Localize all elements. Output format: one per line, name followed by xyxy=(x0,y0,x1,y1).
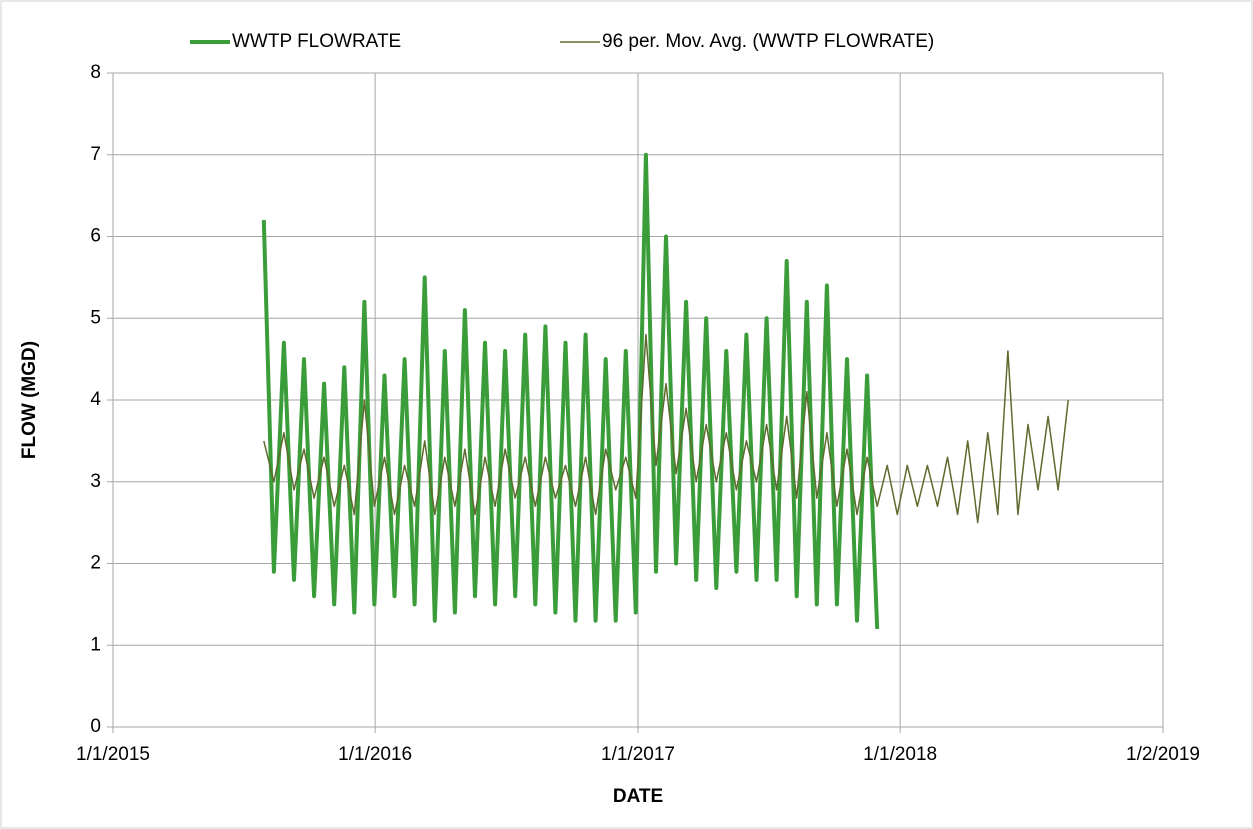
series-line xyxy=(261,152,880,629)
y-tick-label: 2 xyxy=(90,553,101,574)
y-tick-label: 0 xyxy=(90,716,101,737)
x-tick-label: 1/2/2019 xyxy=(1126,744,1200,765)
legend-label: WWTP FLOWRATE xyxy=(232,31,401,52)
y-tick-label: 5 xyxy=(90,307,101,328)
series-line xyxy=(263,333,1069,524)
y-tick-label: 3 xyxy=(90,471,101,492)
x-tick-label: 1/1/2017 xyxy=(601,744,675,765)
y-tick-label: 6 xyxy=(90,226,101,247)
x-axis-title: DATE xyxy=(613,786,663,807)
y-tick-label: 8 xyxy=(90,62,101,83)
legend-label: 96 per. Mov. Avg. (WWTP FLOWRATE) xyxy=(602,31,934,52)
y-tick-label: 7 xyxy=(90,144,101,165)
y-tick-label: 1 xyxy=(90,634,101,655)
y-tick-label: 4 xyxy=(90,389,101,410)
x-tick-label: 1/1/2016 xyxy=(338,744,412,765)
x-tick-label: 1/1/2018 xyxy=(863,744,937,765)
x-tick-label: 1/1/2015 xyxy=(76,744,150,765)
y-axis-title: FLOW (MGD) xyxy=(19,341,40,459)
